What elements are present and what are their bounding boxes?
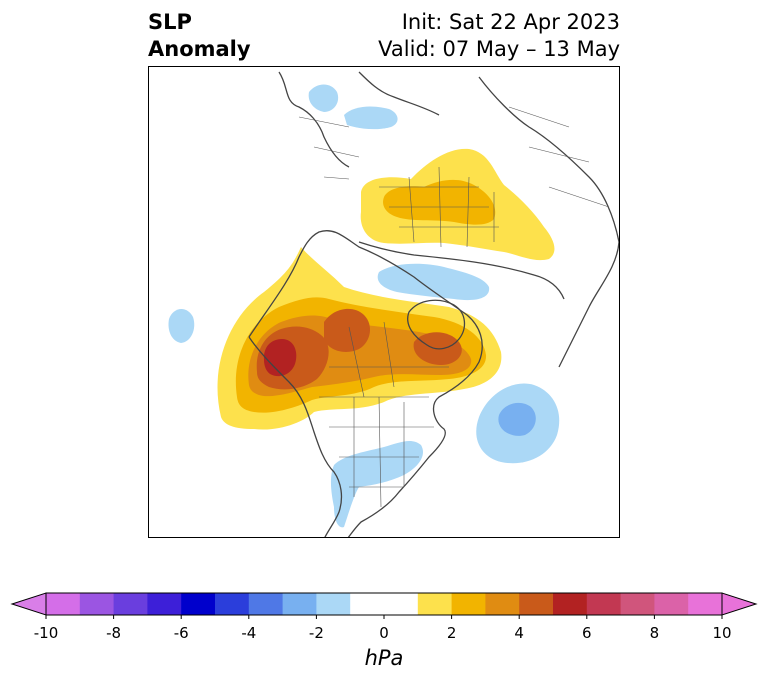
colorbar-tick-label: 4 — [514, 624, 524, 642]
slp-anomaly-map — [168, 71, 619, 537]
init-date: Init: Sat 22 Apr 2023 — [401, 10, 620, 34]
colorbar-segment — [248, 593, 284, 615]
colorbar-segment — [282, 593, 317, 615]
colorbar-segment — [113, 593, 148, 615]
negative-anomaly-2hpa-pacific — [168, 308, 195, 343]
asia-outline — [478, 76, 619, 368]
colorbar-min-arrow — [10, 592, 47, 616]
colorbar-segment — [688, 593, 723, 615]
colorbar-segment — [79, 593, 115, 615]
colorbar-tick-label: 6 — [582, 624, 592, 642]
colorbar-tick-label: -2 — [308, 624, 324, 642]
europe-outline — [278, 71, 440, 168]
map-panel — [148, 66, 620, 538]
colorbar-tick-label: 8 — [649, 624, 660, 642]
negative-anomaly-2hpa-scandinavia — [308, 84, 339, 112]
title-line-1: SLP — [148, 10, 192, 34]
negative-anomaly-2hpa-arctic — [377, 263, 490, 301]
colorbar-segment — [316, 593, 351, 615]
negative-anomaly-2hpa-us — [330, 441, 424, 528]
colorbar-max-arrow — [721, 592, 758, 616]
colorbar-tick-label: -6 — [173, 624, 189, 642]
colorbar-segment — [350, 593, 385, 615]
colorbar-segment — [485, 593, 520, 615]
colorbar-segment — [417, 593, 453, 615]
colorbar-segment — [519, 593, 554, 615]
negative-anomaly-2hpa-europe — [344, 106, 398, 130]
colorbar-segment — [586, 593, 622, 615]
colorbar-segment — [384, 593, 419, 615]
colorbar-tick-label: 0 — [379, 624, 389, 642]
colorbar-units: hPa — [364, 646, 404, 670]
positive-anomaly-5hpa-canada — [324, 308, 371, 352]
colorbar-segment — [215, 593, 250, 615]
map-title: SLP Anomaly — [148, 9, 251, 63]
greenland-outline — [407, 299, 466, 350]
colorbar-segment — [654, 593, 689, 615]
political-borders — [298, 106, 610, 508]
colorbar-segment — [620, 593, 655, 615]
russia-coast — [358, 241, 565, 300]
colorbar-segment — [451, 593, 486, 615]
colorbar-tick-label: -8 — [106, 624, 122, 642]
colorbar-tick-label: -10 — [33, 624, 59, 642]
date-info: Init: Sat 22 Apr 2023 Valid: 07 May – 13… — [378, 9, 620, 63]
title-line-2: Anomaly — [148, 37, 251, 61]
colorbar-segment — [553, 593, 588, 615]
negative-anomaly-3hpa-atlantic — [498, 402, 536, 436]
coastlines — [248, 71, 619, 537]
colorbar-tick-label: 2 — [446, 624, 457, 642]
north-america-outline — [248, 230, 483, 537]
colorbar-segment — [181, 593, 216, 615]
positive-anomaly-6hpa-pacific — [263, 339, 297, 377]
valid-range: Valid: 07 May – 13 May — [378, 37, 620, 61]
colorbar-segment — [46, 593, 81, 615]
colorbar-segment — [147, 593, 182, 615]
colorbar — [10, 592, 758, 619]
positive-anomaly-3hpa-siberia — [383, 179, 496, 225]
colorbar-tick-label: -4 — [241, 624, 257, 642]
colorbar-tick-label: 10 — [712, 624, 732, 642]
